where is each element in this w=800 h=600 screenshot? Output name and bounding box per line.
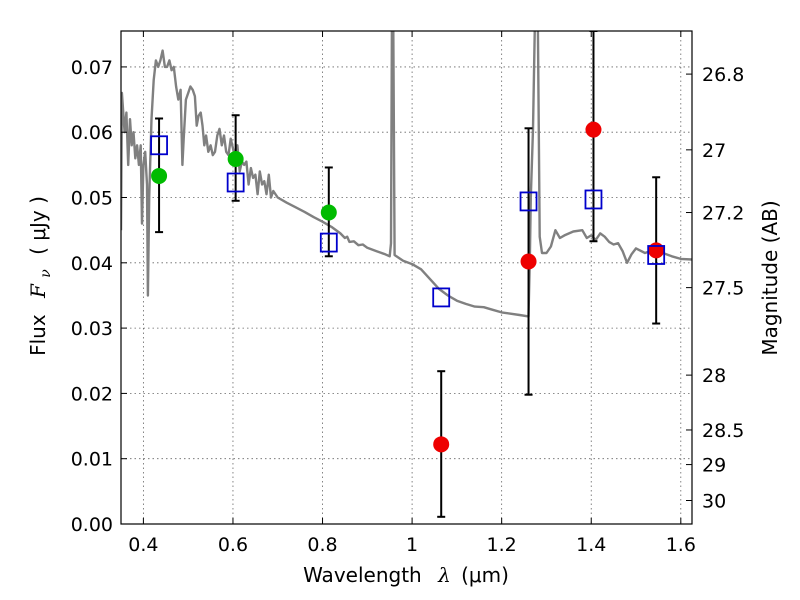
y2-axis-title: Magnitude (AB) — [758, 200, 782, 355]
y-tick-label: 0.01 — [71, 449, 113, 471]
y2-tick-label: 27.5 — [702, 278, 744, 300]
data-point-square — [519, 191, 538, 212]
data-points-layer — [150, 121, 666, 453]
y2-tick-label: 28.5 — [702, 420, 744, 442]
data-point-circle — [648, 242, 665, 259]
y-tick-label: 0.05 — [71, 188, 113, 210]
y2-tick-label: 30 — [702, 490, 726, 512]
x-tick-label: 0.4 — [128, 534, 158, 556]
x-axis-title: Wavelength λ (μm) — [303, 563, 509, 587]
plot-frame — [120, 30, 693, 525]
x-tick-label: 1 — [406, 534, 418, 556]
error-bars-layer — [155, 31, 661, 518]
model-spectrum-layer — [121, 31, 692, 318]
x-tick-label: 0.8 — [307, 534, 337, 556]
y-tick-label: 0.04 — [71, 253, 113, 275]
y-tick-label: 0.00 — [71, 514, 113, 536]
y-axis-symbol-subscript: ν — [38, 269, 54, 278]
y2-tick-label: 27 — [702, 140, 726, 162]
data-point-square — [150, 135, 168, 156]
y-axis-label: Flux — [26, 314, 50, 356]
x-tick-label: 1.4 — [576, 534, 606, 556]
x-tick-label: 1.6 — [666, 534, 696, 556]
data-point-circle — [433, 436, 450, 453]
y-axis-unit: ( μJy ) — [26, 196, 50, 255]
y2-tick-label: 29 — [702, 455, 726, 477]
data-point-circle — [520, 253, 537, 270]
y-axis-symbol: F — [26, 283, 50, 299]
y-tick-label: 0.06 — [71, 122, 113, 144]
data-point-circle — [320, 204, 337, 221]
data-point-square — [319, 232, 338, 253]
y2-tick-label: 26.8 — [702, 64, 744, 86]
y2-tick-label: 27.2 — [702, 203, 744, 225]
y2-tick-label: 28 — [702, 365, 726, 387]
y-axis-title: Flux F ν ( μJy ) — [26, 196, 55, 356]
y-tick-label: 0.02 — [71, 383, 113, 405]
y-tick-label: 0.03 — [71, 318, 113, 340]
x-axis-label: Wavelength — [303, 563, 422, 587]
model-spectrum-line — [121, 31, 692, 318]
data-point-circle — [585, 121, 602, 138]
y-tick-label: 0.07 — [71, 57, 113, 79]
data-point-circle — [227, 150, 244, 167]
data-point-square — [584, 189, 603, 210]
data-point-square — [647, 245, 666, 265]
data-point-circle — [151, 167, 168, 184]
x-tick-label: 0.6 — [218, 534, 248, 556]
x-axis-symbol: λ — [437, 563, 451, 587]
data-point-square — [432, 287, 451, 308]
x-tick-label: 1.2 — [487, 534, 517, 556]
x-axis-unit: (μm) — [461, 563, 509, 587]
grid-lines — [121, 31, 692, 525]
axis-ticks: 0.4 0.6 0.8 1 1.2 1.4 1.6 0.00 0.01 0.02 0.03 0.04 0… — [71, 31, 744, 556]
data-point-square — [226, 172, 245, 193]
